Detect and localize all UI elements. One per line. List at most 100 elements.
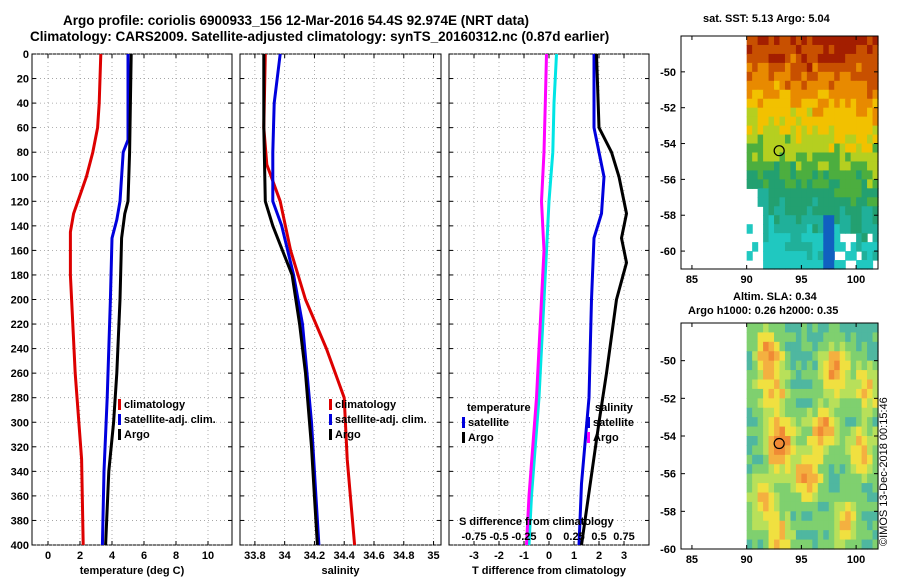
sla-cell — [784, 332, 792, 343]
sst-cell — [763, 197, 770, 207]
sst-cell — [817, 251, 824, 261]
sla-cell — [861, 483, 868, 494]
sla-cell — [763, 426, 770, 437]
sst-cell — [861, 62, 868, 73]
sla-cell — [845, 351, 852, 362]
sla-cell — [806, 398, 813, 409]
sla-cell — [779, 360, 786, 371]
sst-cell — [850, 161, 857, 172]
sla-cell — [861, 360, 868, 371]
sst-cell — [817, 44, 824, 55]
sst-cell — [856, 44, 863, 55]
sla-cell — [806, 360, 813, 371]
map-x-tick-label: 90 — [741, 554, 753, 566]
sst-cell — [872, 44, 879, 55]
sst-cell — [839, 80, 846, 91]
sla-cell — [812, 323, 819, 334]
sst-cell — [774, 62, 781, 73]
legend-label: satellite — [468, 417, 509, 429]
sla-cell — [828, 398, 835, 409]
sst-cell — [746, 179, 753, 189]
sla-cell — [817, 436, 824, 447]
sst-cell — [812, 134, 819, 145]
sla-cell — [812, 530, 819, 541]
sla-cell — [768, 323, 775, 334]
sla-cell — [812, 388, 819, 399]
sla-cell — [774, 464, 781, 475]
sla-cell — [845, 398, 852, 409]
sst-cell — [823, 215, 830, 225]
sst-cell — [850, 44, 857, 55]
sst-cell — [856, 197, 863, 207]
sla-cell — [834, 332, 841, 343]
sst-cell — [795, 44, 802, 55]
sst-cell — [839, 170, 846, 180]
sst-cell — [828, 179, 835, 189]
sst-cell — [867, 197, 874, 207]
sst-cell — [817, 179, 824, 189]
sla-cell — [856, 388, 863, 399]
sla-cell — [795, 426, 802, 437]
sla-cell — [763, 473, 770, 484]
sst-cell — [795, 134, 802, 145]
sst-cell — [784, 242, 792, 252]
legend-label: Argo — [593, 432, 619, 444]
legend-swatch — [462, 432, 465, 443]
sla-cell — [850, 436, 857, 447]
sla-cell — [817, 351, 824, 362]
sla-cell — [845, 360, 852, 371]
sla-cell — [867, 539, 874, 550]
sla-cell — [812, 473, 819, 484]
sla-cell — [779, 530, 786, 541]
depth-tick-label: 140 — [11, 221, 29, 233]
sla-cell — [812, 426, 819, 437]
sla-cell — [812, 417, 819, 428]
sla-cell — [752, 454, 759, 465]
sst-cell — [834, 215, 841, 225]
sla-cell — [828, 360, 835, 371]
sla-cell — [812, 501, 819, 512]
sla-cell — [856, 464, 863, 475]
sst-cell — [795, 188, 802, 198]
sst-cell — [867, 44, 874, 55]
legend-swatch — [587, 432, 590, 443]
sst-cell — [779, 107, 786, 118]
sla-cell — [867, 530, 874, 541]
sla-cell — [867, 417, 874, 428]
sla-cell — [746, 492, 753, 503]
sst-cell — [779, 251, 786, 261]
sst-cell — [774, 251, 781, 261]
sst-cell — [768, 152, 775, 163]
sst-cell — [779, 80, 786, 91]
sst-cell — [872, 188, 879, 198]
sst-cell — [763, 224, 770, 234]
sla-cell — [779, 379, 786, 390]
sla-cell — [834, 360, 841, 371]
sst-cell — [790, 80, 797, 91]
sst-cell — [784, 116, 792, 127]
sst-cell — [746, 53, 753, 64]
sla-cell — [861, 445, 868, 456]
sla-cell — [790, 501, 797, 512]
sst-cell — [812, 170, 819, 180]
sla-cell — [839, 351, 846, 362]
sst-cell — [856, 161, 863, 172]
sst-cell — [806, 134, 813, 145]
sst-cell — [828, 53, 835, 64]
sst-cell — [795, 71, 802, 82]
sla-cell — [779, 492, 786, 503]
sla-cell — [817, 388, 824, 399]
sst-cell — [850, 98, 857, 109]
sst-cell — [801, 233, 808, 243]
sst-cell — [850, 80, 857, 91]
sla-cell — [839, 417, 846, 428]
sst-cell — [774, 152, 781, 163]
sst-cell — [752, 71, 759, 82]
sla-cell — [845, 323, 852, 334]
sst-cell — [845, 107, 852, 118]
sla-cell — [867, 511, 874, 522]
sst-cell — [774, 206, 781, 216]
sst-cell — [834, 44, 841, 55]
sst-cell — [828, 215, 835, 225]
sst-cell — [746, 224, 753, 234]
